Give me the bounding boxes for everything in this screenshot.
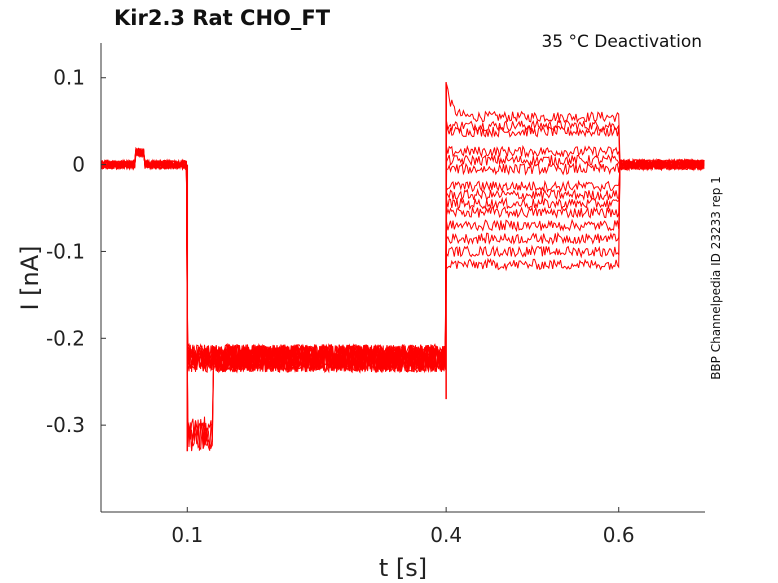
current-trace [100, 149, 705, 373]
y-tick-label: -0.3 [46, 413, 85, 437]
current-trace [100, 147, 705, 449]
traces [100, 82, 705, 452]
x-tick-label: 0.6 [603, 523, 635, 547]
current-trace [100, 148, 705, 372]
y-ticks: 0.1 0 -0.1 -0.2 -0.3 [46, 66, 106, 437]
channelpedia-id-label: BBP Channelpedia ID 23233 rep 1 [709, 176, 723, 380]
current-trace [100, 147, 705, 373]
current-trace [100, 147, 705, 374]
current-trace [100, 84, 705, 451]
x-axis-label: t [s] [379, 554, 427, 582]
x-ticks: 0.1 0.4 0.6 [171, 507, 635, 547]
y-axis-label: I [nA] [16, 245, 44, 310]
current-trace [100, 148, 705, 373]
current-trace [100, 144, 705, 373]
chart-title: Kir2.3 Rat CHO_FT [114, 6, 331, 30]
current-trace [100, 148, 705, 373]
condition-annotation: 35 °C Deactivation [541, 32, 702, 52]
y-tick-label: 0 [72, 153, 85, 177]
current-trace [100, 149, 705, 451]
y-tick-label: -0.2 [46, 326, 85, 350]
current-trace [100, 148, 705, 452]
y-tick-label: 0.1 [53, 66, 85, 90]
x-tick-label: 0.1 [171, 523, 203, 547]
y-tick-label: -0.1 [46, 239, 85, 263]
x-tick-label: 0.4 [430, 523, 462, 547]
current-trace [100, 147, 705, 374]
current-trace [100, 124, 705, 373]
